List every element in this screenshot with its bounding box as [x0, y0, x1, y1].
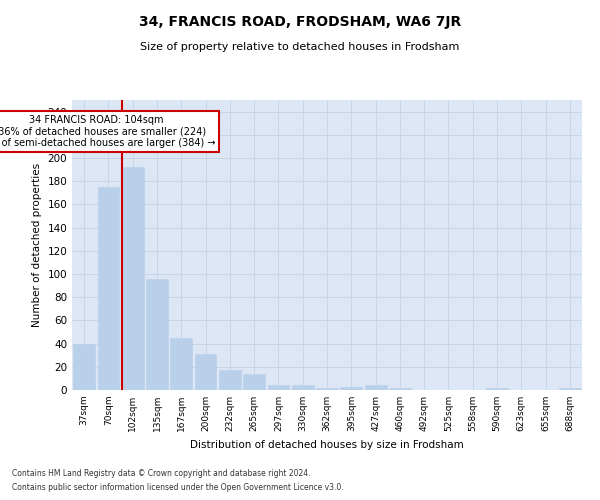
- Bar: [365, 386, 386, 390]
- Bar: [146, 278, 168, 390]
- Bar: [170, 338, 192, 390]
- Bar: [73, 344, 95, 390]
- Bar: [389, 388, 411, 390]
- Text: Size of property relative to detached houses in Frodsham: Size of property relative to detached ho…: [140, 42, 460, 52]
- Bar: [486, 388, 508, 390]
- Bar: [194, 354, 217, 390]
- Y-axis label: Number of detached properties: Number of detached properties: [32, 163, 42, 327]
- Text: 34 FRANCIS ROAD: 104sqm
← 36% of detached houses are smaller (224)
62% of semi-d: 34 FRANCIS ROAD: 104sqm ← 36% of detache…: [0, 115, 215, 148]
- X-axis label: Distribution of detached houses by size in Frodsham: Distribution of detached houses by size …: [190, 440, 464, 450]
- Text: Contains HM Land Registry data © Crown copyright and database right 2024.: Contains HM Land Registry data © Crown c…: [12, 468, 311, 477]
- Bar: [559, 388, 581, 390]
- Bar: [97, 187, 119, 390]
- Bar: [316, 388, 338, 390]
- Bar: [292, 386, 314, 390]
- Bar: [122, 168, 143, 390]
- Text: 34, FRANCIS ROAD, FRODSHAM, WA6 7JR: 34, FRANCIS ROAD, FRODSHAM, WA6 7JR: [139, 15, 461, 29]
- Bar: [243, 374, 265, 390]
- Bar: [219, 370, 241, 390]
- Bar: [340, 386, 362, 390]
- Bar: [268, 386, 289, 390]
- Text: Contains public sector information licensed under the Open Government Licence v3: Contains public sector information licen…: [12, 484, 344, 492]
